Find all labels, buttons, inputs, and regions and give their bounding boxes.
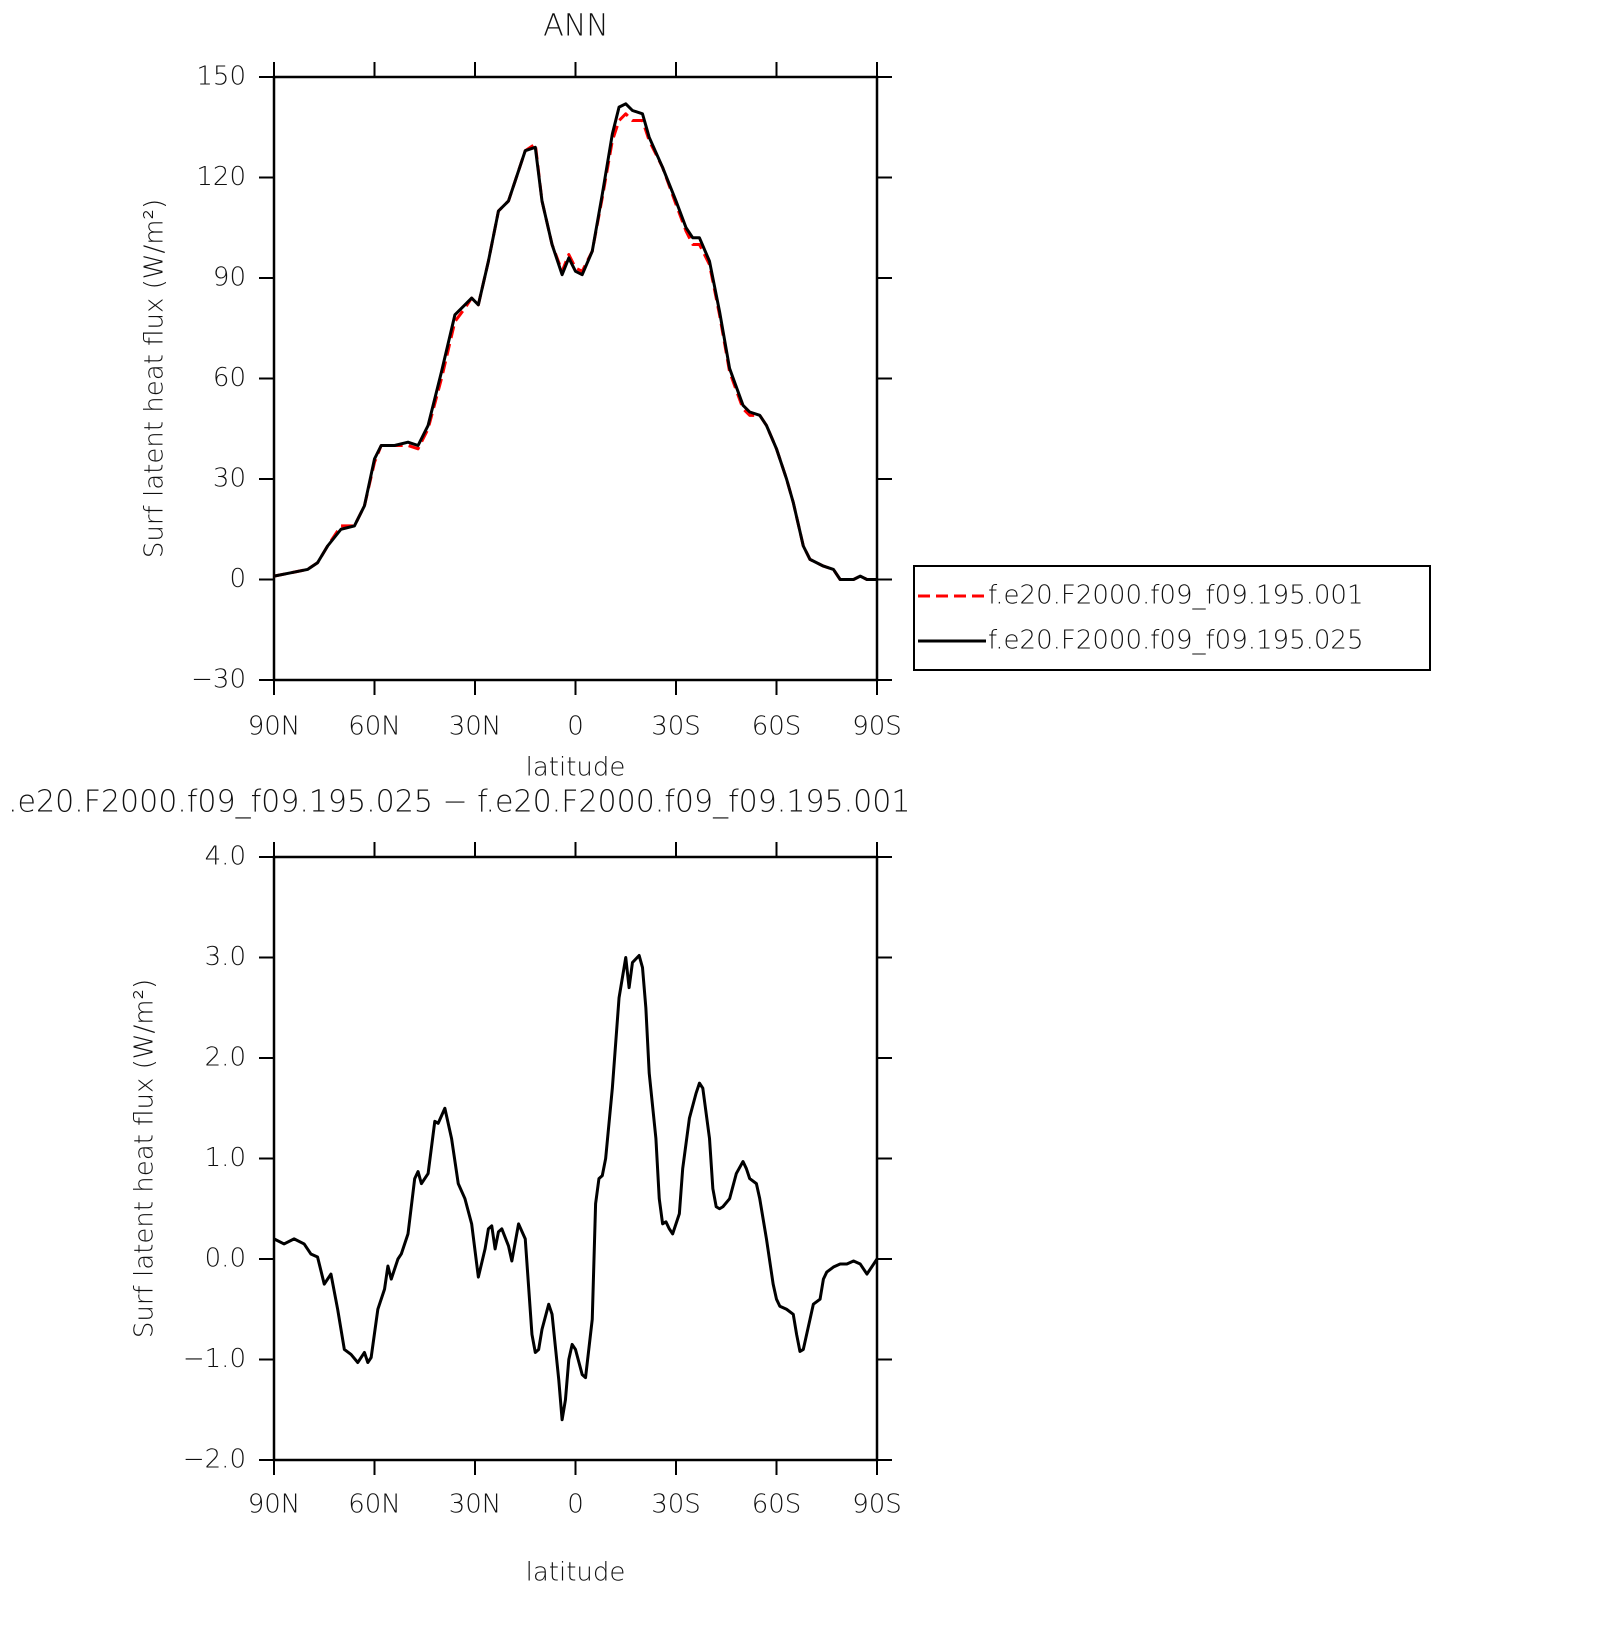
data-line [273,102,877,581]
y-tick-label: 0 [229,564,246,594]
chart-title: ANN [543,9,608,44]
x-tick-label: 0 [567,712,584,742]
chart-title: .e20.F2000.f09_f09.195.025 − f.e20.F2000… [8,785,910,820]
data-line [273,953,879,1422]
y-tick-label: 30 [213,464,246,494]
y-tick-label: −30 [191,665,246,695]
y-axis-label: Surf latent heat flux (W/m²) [130,979,160,1338]
y-tick-label: 4.0 [205,842,246,872]
x-tick-label: 90N [248,1490,301,1520]
x-tick-label: 90S [852,712,902,742]
legend-label: f.e20.F2000.f09_f09.195.025 [988,626,1364,656]
x-tick-label: 60S [752,712,802,742]
legend-box [913,565,1431,671]
x-tick-label: 0 [567,1490,584,1520]
y-tick-label: 90 [213,263,246,293]
legend-label: f.e20.F2000.f09_f09.195.001 [988,581,1364,611]
y-tick-label: 2.0 [205,1043,246,1073]
y-tick-label: 1.0 [205,1143,246,1173]
y-tick-label: 150 [196,62,246,92]
y-tick-label: −1.0 [183,1344,246,1374]
x-tick-label: 90S [852,1490,902,1520]
x-tick-label: 60N [348,1490,401,1520]
y-tick-label: 3.0 [205,942,246,972]
y-tick-label: 60 [213,363,246,393]
y-tick-label: −2.0 [183,1445,246,1475]
x-tick-label: 60S [752,1490,802,1520]
y-tick-label: 120 [196,162,246,192]
x-tick-label: 30N [449,712,502,742]
x-tick-label: 60N [348,712,401,742]
x-axis-label: latitude [526,753,626,783]
x-tick-label: 30N [449,1490,502,1520]
y-tick-label: 0.0 [205,1244,246,1274]
x-axis-label: latitude [526,1558,626,1588]
plot-frame [272,855,879,1462]
data-line [273,112,877,581]
x-tick-label: 90N [248,712,301,742]
x-tick-label: 30S [651,1490,701,1520]
x-tick-label: 30S [651,712,701,742]
plot-frame [272,75,879,682]
y-axis-label: Surf latent heat flux (W/m²) [140,199,170,558]
